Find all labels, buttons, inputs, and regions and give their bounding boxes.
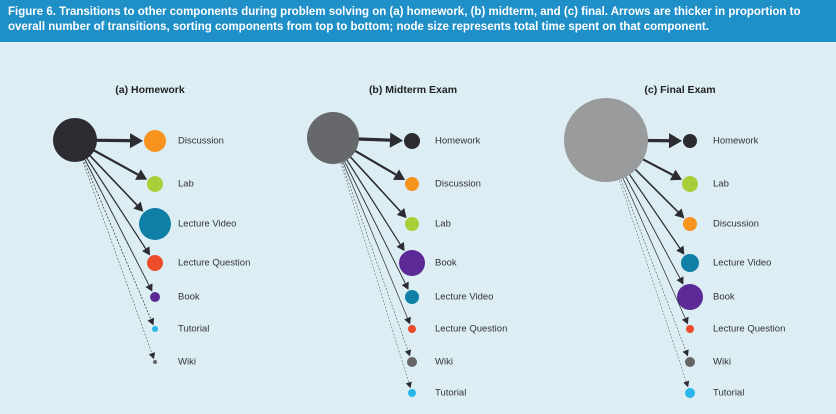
- node: [404, 133, 420, 149]
- arrow: [617, 162, 681, 279]
- arrow-head: [142, 246, 151, 256]
- panel-title: (a) Homework: [115, 84, 185, 96]
- node-label: Wiki: [178, 357, 196, 368]
- arrow-head: [404, 349, 412, 357]
- node: [677, 284, 703, 310]
- arrow-head: [404, 316, 411, 325]
- node-label: Lecture Video: [435, 292, 493, 303]
- node-label: Homework: [713, 136, 759, 147]
- node-label: Discussion: [435, 179, 481, 190]
- arrow: [614, 163, 686, 351]
- node-label: Tutorial: [435, 388, 466, 399]
- node: [685, 388, 695, 398]
- node: [408, 389, 416, 397]
- node: [682, 176, 698, 192]
- node: [153, 360, 157, 364]
- node: [152, 326, 158, 332]
- arrow-head: [129, 133, 144, 149]
- node: [685, 357, 695, 367]
- node: [405, 177, 419, 191]
- arrow: [86, 145, 139, 176]
- node: [408, 325, 416, 333]
- arrow-head: [682, 349, 689, 357]
- arrow-head: [676, 245, 685, 255]
- node: [683, 134, 697, 148]
- node: [683, 217, 697, 231]
- node-label: Book: [713, 292, 735, 303]
- node-label: Book: [435, 258, 457, 269]
- arrow-head: [396, 208, 407, 219]
- node-label: Lecture Video: [178, 219, 236, 230]
- arrow-head: [669, 169, 683, 181]
- arrow: [342, 148, 402, 213]
- arrow-head: [396, 242, 405, 252]
- node-label: Book: [178, 292, 200, 303]
- node-label: Tutorial: [178, 324, 209, 335]
- arrow: [80, 151, 150, 286]
- node: [147, 255, 163, 271]
- node-label: Lecture Question: [178, 258, 250, 269]
- arrow: [339, 151, 406, 284]
- arrow-head: [389, 132, 404, 148]
- arrow-head: [676, 276, 684, 285]
- node: [144, 130, 166, 152]
- node: [681, 254, 699, 272]
- arrow-head: [683, 380, 690, 388]
- arrow-head: [135, 169, 148, 180]
- node-label: Lecture Question: [713, 324, 785, 335]
- source-node: [307, 112, 359, 164]
- node: [139, 208, 171, 240]
- arrow: [79, 152, 153, 354]
- arrow-head: [401, 281, 409, 290]
- arrow: [615, 162, 686, 319]
- node-label: Wiki: [713, 357, 731, 368]
- arrow-head: [148, 352, 155, 360]
- node-label: Tutorial: [713, 388, 744, 399]
- arrow: [79, 152, 152, 320]
- arrow: [83, 149, 138, 206]
- node-label: Lab: [713, 179, 729, 190]
- node: [405, 290, 419, 304]
- arrow-head: [147, 317, 155, 326]
- node: [147, 176, 163, 192]
- node: [150, 292, 160, 302]
- arrow-head: [405, 381, 412, 389]
- node: [407, 357, 417, 367]
- arrow: [613, 163, 687, 382]
- source-node: [53, 118, 97, 162]
- node-label: Discussion: [713, 219, 759, 230]
- panel-title: (b) Midterm Exam: [369, 84, 457, 96]
- arrow-head: [392, 169, 406, 180]
- node-label: Homework: [435, 136, 481, 147]
- panel-title: (c) Final Exam: [644, 84, 715, 96]
- arrow: [337, 152, 409, 383]
- node: [399, 250, 425, 276]
- arrow-head: [681, 316, 689, 325]
- arrow-head: [133, 201, 144, 212]
- arrow-head: [668, 133, 683, 149]
- arrow: [81, 150, 147, 250]
- node-label: Lab: [435, 219, 451, 230]
- node-label: Lab: [178, 179, 194, 190]
- node-label: Lecture Question: [435, 324, 507, 335]
- node-label: Discussion: [178, 136, 224, 147]
- arrow-head: [674, 208, 685, 219]
- node-label: Lecture Video: [713, 258, 771, 269]
- caption: Figure 6. Transitions to other component…: [0, 0, 836, 42]
- arrow: [619, 160, 681, 249]
- node-label: Wiki: [435, 357, 453, 368]
- node: [686, 325, 694, 333]
- arrow: [340, 150, 401, 245]
- source-node: [564, 98, 648, 182]
- arrow-head: [145, 283, 153, 292]
- node: [405, 217, 419, 231]
- arrow: [338, 152, 408, 319]
